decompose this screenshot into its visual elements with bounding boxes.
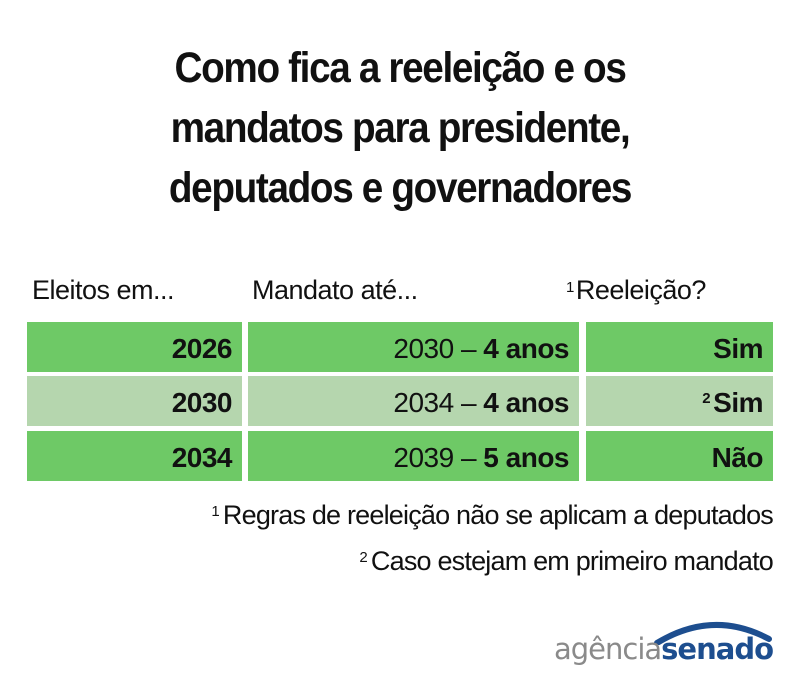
header-term-until: Mandato até... [252, 275, 418, 305]
infographic-title: Como fica a reeleição e os mandatos para… [40, 38, 760, 218]
term-year: 2030 – [393, 333, 477, 364]
title-line-1: Como fica a reeleição e os [174, 44, 626, 92]
footnote-1: 1 Regras de reeleição não se aplicam a de… [211, 497, 773, 533]
cell-reelection: Sim [586, 322, 773, 372]
reelection-footnote-mark: 2 [702, 390, 711, 407]
reelection-value: Sim [713, 387, 763, 418]
table-row: 2030 2034 – 4 anos 2 Sim [27, 376, 773, 426]
header-reelection-label: Reeleição? [575, 275, 707, 305]
footnote-2-mark: 2 [359, 549, 367, 566]
cell-reelection: Não [586, 431, 773, 481]
table-row: 2034 2039 – 5 anos Não [27, 431, 773, 481]
cell-elected: 2034 [27, 431, 242, 481]
title-line-2: mandatos para presidente, [170, 104, 631, 152]
logo-part-senado: senado [661, 632, 774, 666]
logo-part-agencia: agência [553, 632, 662, 666]
reelection-value: Sim [713, 333, 763, 364]
header-reelection-footnote-mark: 1 [566, 279, 574, 296]
table-row: 2026 2030 – 4 anos Sim [27, 322, 773, 372]
cell-reelection: 2 Sim [586, 376, 773, 426]
header-elected: Eleitos em... [32, 275, 175, 305]
logo-wordmark: agênciasenado [553, 632, 774, 666]
agencia-senado-logo: agênciasenado [543, 615, 774, 670]
footnote-2: 2 Caso estejam em primeiro mandato [359, 543, 773, 579]
term-length: 5 anos [483, 442, 569, 473]
term-year: 2039 – [393, 442, 477, 473]
reelection-value: Não [711, 442, 764, 473]
cell-elected: 2030 [27, 376, 242, 426]
footnote-2-text: Caso estejam em primeiro mandato [370, 546, 774, 576]
cell-elected: 2026 [27, 322, 242, 372]
term-length: 4 anos [483, 387, 569, 418]
cell-term-until: 2039 – 5 anos [248, 431, 579, 481]
term-year: 2034 – [393, 387, 477, 418]
term-length: 4 anos [483, 333, 569, 364]
logo-arc-icon [654, 622, 772, 645]
cell-term-until: 2030 – 4 anos [248, 322, 579, 372]
footnote-1-text: Regras de reeleição não se aplicam a dep… [222, 500, 774, 530]
footnote-1-mark: 1 [211, 503, 219, 520]
title-line-3: deputados e governadores [168, 164, 633, 212]
cell-term-until: 2034 – 4 anos [248, 376, 579, 426]
header-reelection: 1Reeleição? [566, 270, 706, 310]
